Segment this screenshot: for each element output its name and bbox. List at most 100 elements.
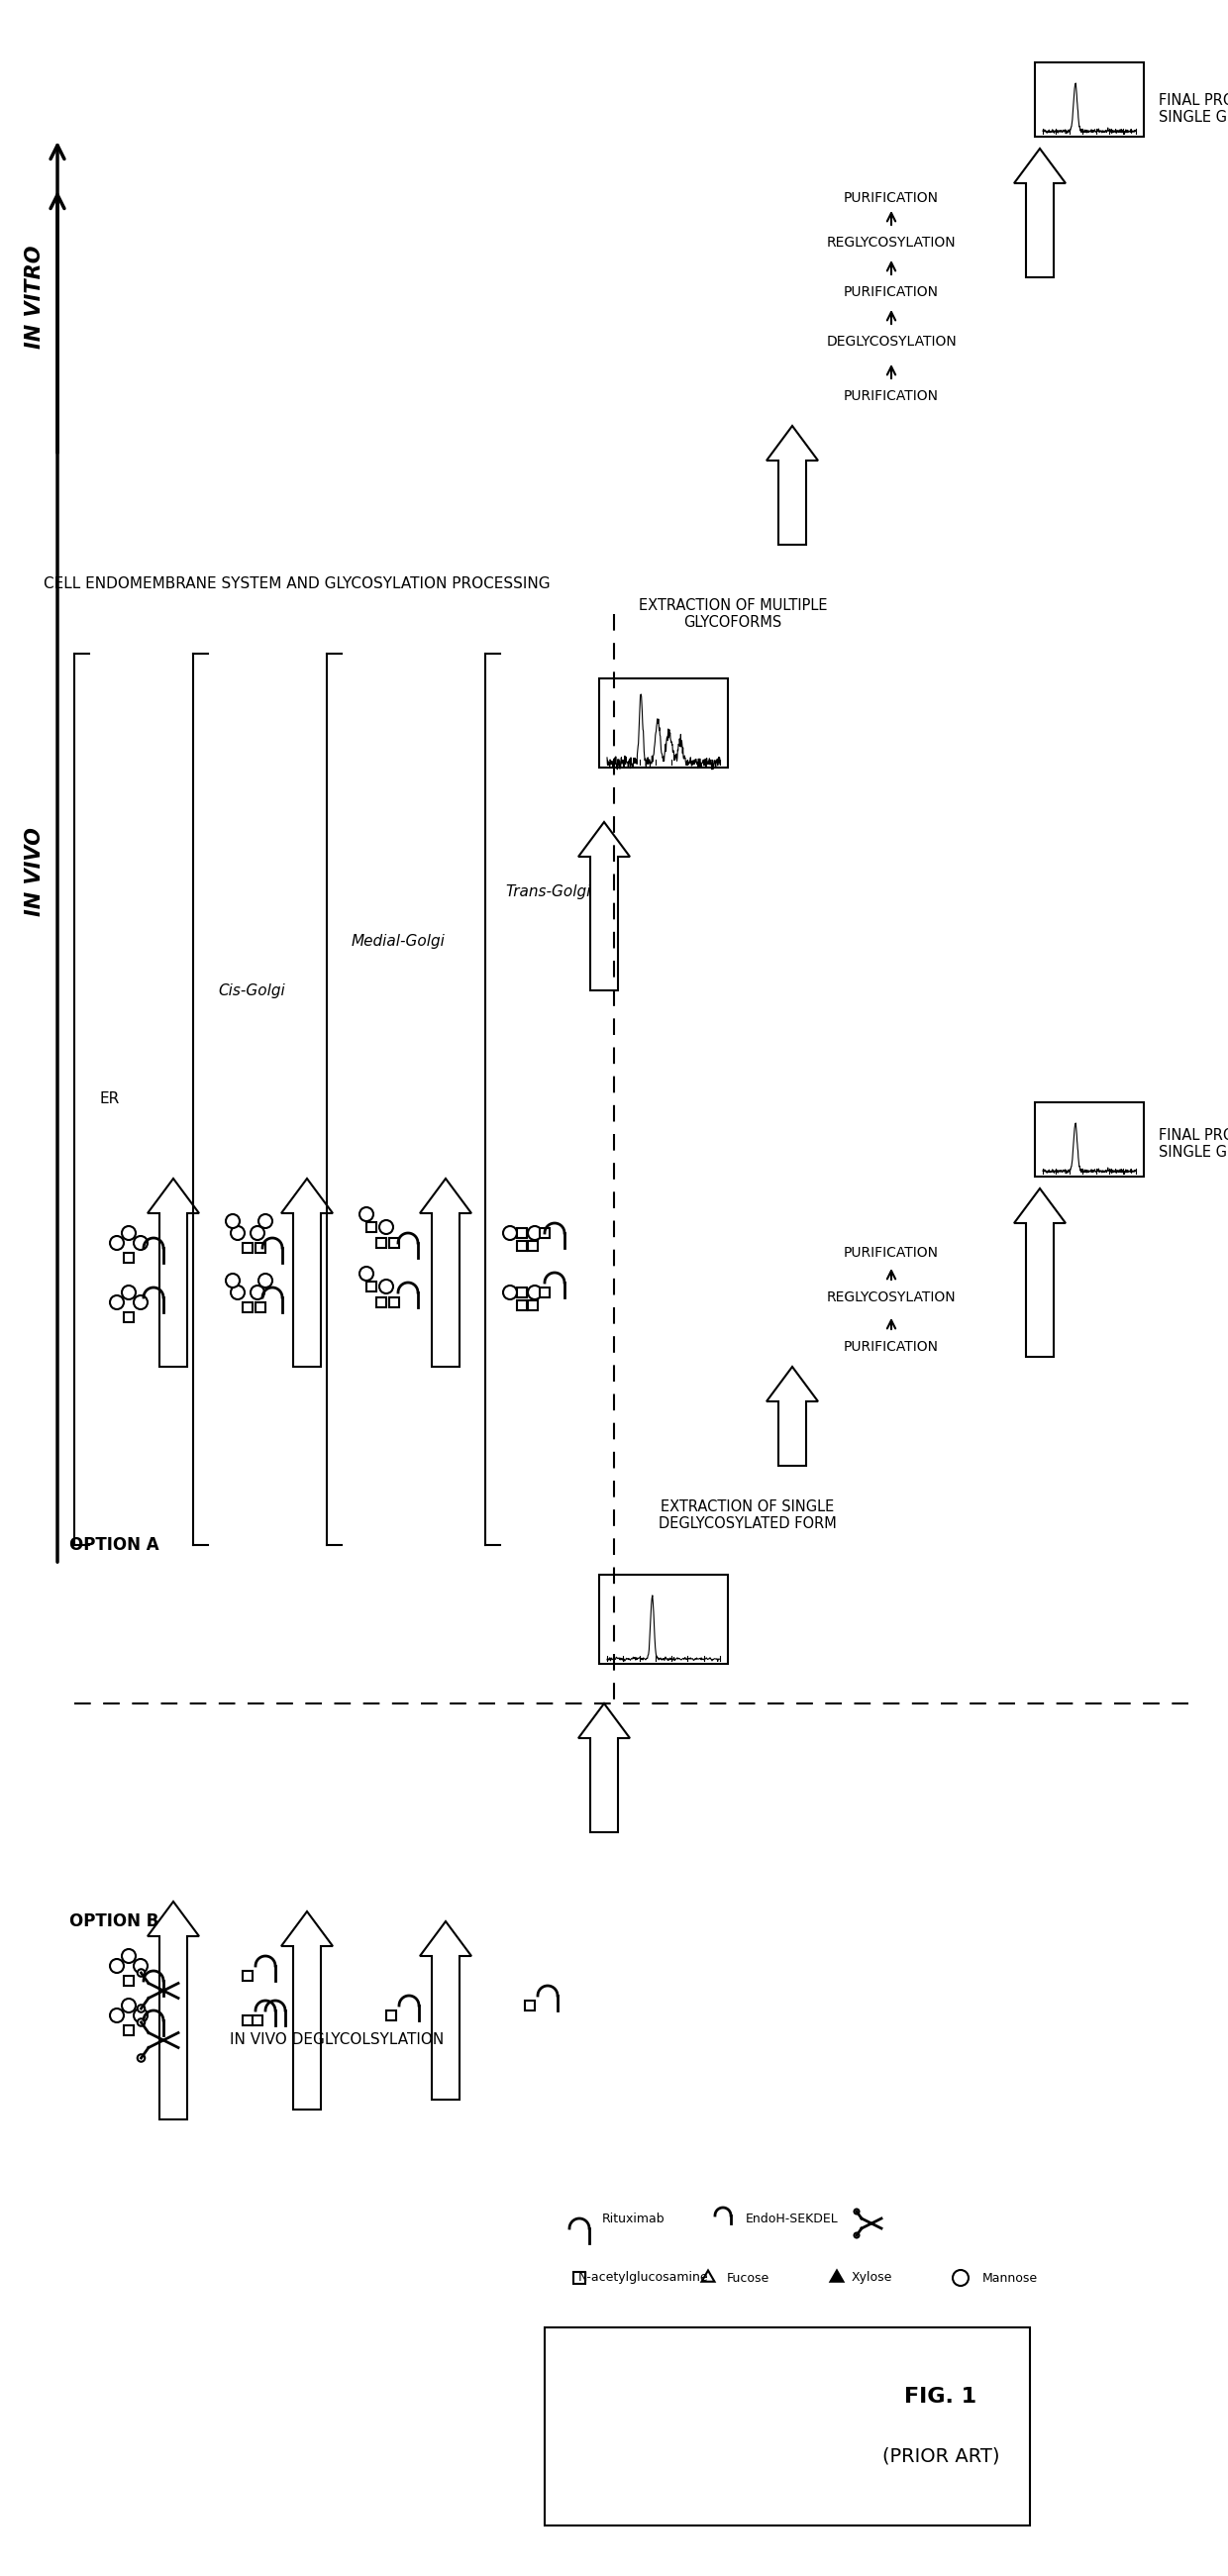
Bar — [124, 1976, 134, 1986]
Text: FINAL PRODUCT
SINGLE GLYCOFORM: FINAL PRODUCT SINGLE GLYCOFORM — [1159, 1128, 1228, 1159]
Text: EndoH-SEKDEL: EndoH-SEKDEL — [745, 2213, 839, 2226]
Circle shape — [226, 1213, 239, 1229]
FancyArrow shape — [766, 1368, 818, 1466]
Bar — [243, 1244, 253, 1252]
Text: ER: ER — [99, 1092, 119, 1108]
Circle shape — [231, 1285, 244, 1298]
Text: EXTRACTION OF SINGLE
DEGLYCOSYLATED FORM: EXTRACTION OF SINGLE DEGLYCOSYLATED FORM — [658, 1499, 836, 1530]
Text: REGLYCOSYLATION: REGLYCOSYLATION — [826, 237, 955, 250]
Bar — [599, 677, 728, 768]
Text: OPTION B: OPTION B — [69, 1911, 158, 1929]
FancyArrow shape — [1014, 149, 1066, 278]
Circle shape — [134, 1296, 147, 1309]
FancyArrow shape — [578, 1703, 630, 1832]
Text: N-acetylglucosamine: N-acetylglucosamine — [578, 2272, 709, 2285]
Text: PURIFICATION: PURIFICATION — [844, 191, 939, 206]
Circle shape — [111, 1236, 124, 1249]
FancyArrow shape — [281, 1911, 333, 2110]
Circle shape — [251, 1226, 264, 1239]
Circle shape — [360, 1208, 373, 1221]
Bar — [524, 2002, 534, 2009]
Circle shape — [258, 1213, 273, 1229]
FancyArrow shape — [578, 822, 630, 989]
Bar — [517, 1229, 527, 1239]
Bar — [243, 2014, 253, 2025]
Circle shape — [138, 2020, 145, 2027]
Text: IN VIVO: IN VIVO — [25, 827, 44, 917]
Bar — [528, 1242, 538, 1252]
Text: REGLYCOSYLATION: REGLYCOSYLATION — [826, 1291, 955, 1303]
Circle shape — [138, 2053, 145, 2061]
Circle shape — [111, 1958, 124, 1973]
Bar — [376, 1239, 387, 1247]
Bar — [517, 1301, 527, 1311]
Circle shape — [855, 2233, 860, 2239]
FancyArrow shape — [147, 1901, 199, 2120]
Text: Fucose: Fucose — [726, 2272, 769, 2285]
Bar — [389, 1298, 399, 1306]
Bar — [124, 1311, 134, 1321]
Text: PURIFICATION: PURIFICATION — [844, 286, 939, 299]
FancyArrow shape — [147, 1180, 199, 1368]
Text: PURIFICATION: PURIFICATION — [844, 1247, 939, 1260]
Bar — [540, 1288, 550, 1298]
Bar — [1035, 1103, 1143, 1177]
Circle shape — [360, 1267, 373, 1280]
Bar — [599, 1574, 728, 1664]
FancyArrow shape — [420, 1180, 472, 1368]
Text: FIG. 1: FIG. 1 — [905, 2388, 977, 2406]
Circle shape — [134, 1236, 147, 1249]
Bar — [517, 1242, 527, 1252]
Bar — [540, 1229, 550, 1239]
Circle shape — [138, 2004, 145, 2012]
Circle shape — [122, 1999, 135, 2012]
Text: Trans-Golgi: Trans-Golgi — [505, 884, 591, 899]
Circle shape — [226, 1273, 239, 1288]
Text: Cis-Golgi: Cis-Golgi — [217, 984, 285, 997]
Text: IN VIVO DEGLYCOLSYLATION: IN VIVO DEGLYCOLSYLATION — [230, 2032, 443, 2048]
Bar — [124, 2025, 134, 2035]
Text: Rituximab: Rituximab — [602, 2213, 666, 2226]
Text: Mannose: Mannose — [982, 2272, 1038, 2285]
FancyArrow shape — [766, 425, 818, 544]
Text: CELL ENDOMEMBRANE SYSTEM AND GLYCOSYLATION PROCESSING: CELL ENDOMEMBRANE SYSTEM AND GLYCOSYLATI… — [44, 577, 550, 592]
Text: Xylose: Xylose — [851, 2272, 892, 2285]
FancyArrow shape — [420, 1922, 472, 2099]
Bar — [253, 2014, 263, 2025]
Bar — [255, 1303, 265, 1311]
Circle shape — [231, 1226, 244, 1239]
Bar — [517, 1288, 527, 1298]
FancyArrow shape — [281, 1180, 333, 1368]
Circle shape — [111, 1296, 124, 1309]
Bar — [376, 1298, 387, 1306]
Bar — [545, 2326, 1030, 2524]
Text: PURIFICATION: PURIFICATION — [844, 389, 939, 402]
Bar — [1035, 62, 1143, 137]
Circle shape — [122, 1950, 135, 1963]
Bar — [528, 1301, 538, 1311]
Circle shape — [138, 1968, 145, 1976]
Circle shape — [528, 1285, 542, 1298]
Circle shape — [503, 1285, 517, 1298]
FancyArrow shape — [1014, 1188, 1066, 1358]
Circle shape — [122, 1226, 135, 1239]
Circle shape — [503, 1226, 517, 1239]
Circle shape — [134, 1958, 147, 1973]
Text: (PRIOR ART): (PRIOR ART) — [882, 2447, 1000, 2465]
Circle shape — [855, 2210, 860, 2213]
Text: OPTION A: OPTION A — [69, 1535, 158, 1553]
Circle shape — [258, 1273, 273, 1288]
Bar — [366, 1283, 376, 1291]
Text: EXTRACTION OF MULTIPLE
GLYCOFORMS: EXTRACTION OF MULTIPLE GLYCOFORMS — [639, 598, 828, 631]
Circle shape — [379, 1221, 393, 1234]
Circle shape — [111, 2009, 124, 2022]
Bar — [389, 1239, 399, 1247]
Bar — [366, 1221, 376, 1231]
Text: PURIFICATION: PURIFICATION — [844, 1340, 939, 1355]
Bar — [243, 1971, 253, 1981]
Text: Medial-Golgi: Medial-Golgi — [351, 933, 446, 948]
Bar — [124, 1252, 134, 1262]
Bar — [243, 1303, 253, 1311]
Circle shape — [251, 1285, 264, 1298]
Polygon shape — [701, 2269, 715, 2282]
